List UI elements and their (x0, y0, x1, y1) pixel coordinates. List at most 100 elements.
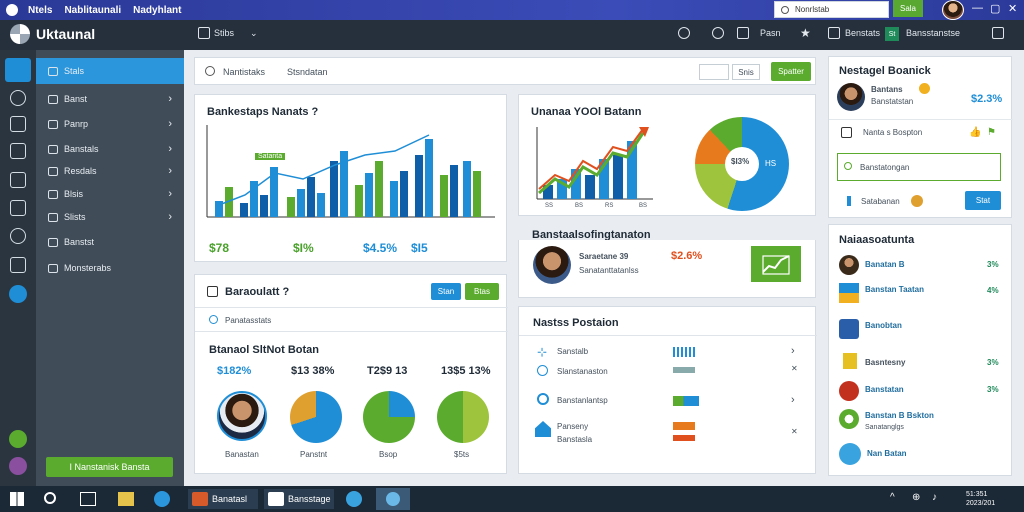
clock-text[interactable]: 51:351 2023/201 (966, 491, 996, 507)
rail-layers-icon[interactable] (10, 143, 26, 159)
start-icon[interactable] (10, 492, 24, 506)
apply-button[interactable]: Stat (965, 191, 1001, 210)
maximize-icon[interactable]: ▢ (990, 3, 1001, 15)
right-list-card: Naiaasoatunta Banatan B 3% Banstan Taata… (828, 224, 1012, 476)
team-stan-button[interactable]: Stan (431, 283, 461, 300)
network-icon[interactable]: ⊕ (912, 492, 921, 503)
sidebar-cta-button[interactable]: I Nanstanisk Bansta (46, 457, 173, 477)
trend-chart (536, 127, 653, 200)
tick-label: BS (639, 203, 648, 209)
text-input[interactable]: Banstatongan (837, 153, 1001, 181)
team-pie-3 (363, 391, 415, 443)
window-icon[interactable] (992, 27, 1004, 39)
avatar[interactable] (533, 246, 571, 284)
avatar[interactable] (942, 0, 964, 20)
taskbar-app-1[interactable]: Banatasl (188, 489, 258, 509)
chevron-right-icon[interactable]: › (791, 394, 795, 406)
lock-icon (48, 119, 58, 129)
app-icon (268, 492, 284, 506)
header-action-benstats[interactable]: Benstats (845, 28, 881, 38)
sidebar-item-panrp[interactable]: Panrp › (36, 113, 184, 135)
app-icon[interactable] (346, 491, 362, 507)
rail-profile-icon[interactable] (9, 457, 27, 475)
app-header: Uktaunal Stibs ⌄ Pasn ★ Benstats St Bans… (0, 20, 1024, 50)
close-icon[interactable]: ✕ (791, 364, 798, 373)
search-input-value[interactable]: Stsndatan (287, 67, 328, 77)
refresh-icon[interactable] (678, 27, 690, 39)
chevron-right-icon: › (168, 143, 172, 155)
close-icon[interactable]: ✕ (791, 427, 798, 436)
tick-label: RS (605, 203, 614, 209)
task-view-icon[interactable] (80, 492, 96, 506)
list-icon[interactable] (737, 27, 749, 39)
rail-settings-icon[interactable] (10, 228, 26, 244)
folder-icon[interactable] (118, 492, 134, 506)
browser-icon[interactable] (154, 491, 170, 507)
right-top-card: Nestagel Boanick Bantans Banstatstan $2.… (828, 56, 1013, 218)
list-item-sub: Sanatanglgs (865, 424, 904, 431)
logo-icon (10, 24, 30, 44)
header-menu-label[interactable]: Stibs (214, 28, 235, 38)
sidebar-item-monsterabs[interactable]: Monsterabs (36, 257, 184, 279)
sort-button[interactable]: Snis (732, 64, 760, 80)
sidebar-item-label: Panrp (64, 119, 89, 129)
volume-icon[interactable]: ♪ (932, 492, 937, 503)
flag-icon[interactable]: ⚑ (987, 127, 996, 138)
status-row-label: Sanstalb (557, 347, 589, 356)
avatar[interactable] (839, 255, 859, 275)
search-input-placeholder[interactable]: Nantistaks (223, 67, 266, 77)
taskbar-app-label: Bansstage (288, 494, 331, 504)
list-item-label: Basntesny (865, 358, 906, 367)
profile-name: Saraetane 39 (579, 252, 629, 261)
sidebar-item-banstals[interactable]: Banstals › (36, 138, 184, 160)
search-icon (781, 5, 789, 14)
chart-trend-icon[interactable] (751, 246, 801, 282)
go-button[interactable]: Sala (893, 0, 923, 17)
rail-tools-icon[interactable] (10, 172, 26, 188)
rail-dashboard-icon[interactable] (5, 58, 31, 82)
app-icon (192, 492, 208, 506)
minimize-icon[interactable]: — (972, 2, 983, 14)
brand-logo[interactable]: Uktaunal (10, 24, 95, 44)
top-search-input[interactable]: Nonrlstab (774, 1, 889, 18)
save-icon[interactable] (828, 27, 840, 39)
star-icon[interactable]: ★ (800, 26, 811, 40)
avatar[interactable] (837, 83, 865, 111)
chevron-down-icon[interactable]: ⌄ (250, 28, 258, 38)
rail-info-icon[interactable] (9, 285, 27, 303)
list-icon (48, 237, 58, 247)
status-bar-warn (673, 435, 695, 441)
team-btas-button[interactable]: Btas (465, 283, 499, 300)
taskbar-app-2[interactable]: Bansstage (264, 489, 334, 509)
revenue-bar-chart (206, 125, 495, 218)
target-icon (537, 393, 549, 405)
search-icon[interactable] (44, 492, 56, 504)
sidebar-item-slists[interactable]: Slists › (36, 206, 184, 228)
avatar[interactable] (217, 391, 267, 441)
chevron-right-icon: › (168, 188, 172, 200)
chevron-right-icon[interactable]: › (791, 345, 795, 357)
rail-monitor-icon[interactable] (10, 200, 26, 216)
primary-action-button[interactable]: Spatter (771, 62, 811, 81)
sidebar-item-blsis[interactable]: Blsis › (36, 183, 184, 205)
tray-chevron-icon[interactable]: ^ (890, 492, 895, 503)
rail-home-icon[interactable] (10, 90, 26, 106)
grid-icon[interactable] (699, 64, 729, 80)
list-item-label: Banstatan (865, 385, 904, 394)
search-icon (209, 315, 218, 324)
clock-icon[interactable] (712, 27, 724, 39)
sidebar-item-banst[interactable]: Banst › (36, 88, 184, 110)
sidebar-item-stals[interactable]: Stals (36, 58, 184, 84)
close-icon[interactable]: ✕ (1008, 3, 1018, 15)
header-action-pasn[interactable]: Pasn (760, 28, 781, 38)
sidebar-item-resdals[interactable]: Resdals › (36, 160, 184, 182)
donut-chart (695, 117, 789, 211)
rail-help-icon[interactable] (9, 430, 27, 448)
header-right-label[interactable]: Bansstanstse (906, 28, 961, 38)
rail-cart-icon[interactable] (10, 257, 26, 273)
rail-grid-icon[interactable] (10, 116, 26, 132)
menu-icon[interactable] (198, 27, 210, 39)
thumbs-up-icon[interactable]: 👍 (969, 127, 982, 138)
sidebar-item-banstst[interactable]: Banstst (36, 231, 184, 253)
status-bar-mid (673, 396, 699, 406)
